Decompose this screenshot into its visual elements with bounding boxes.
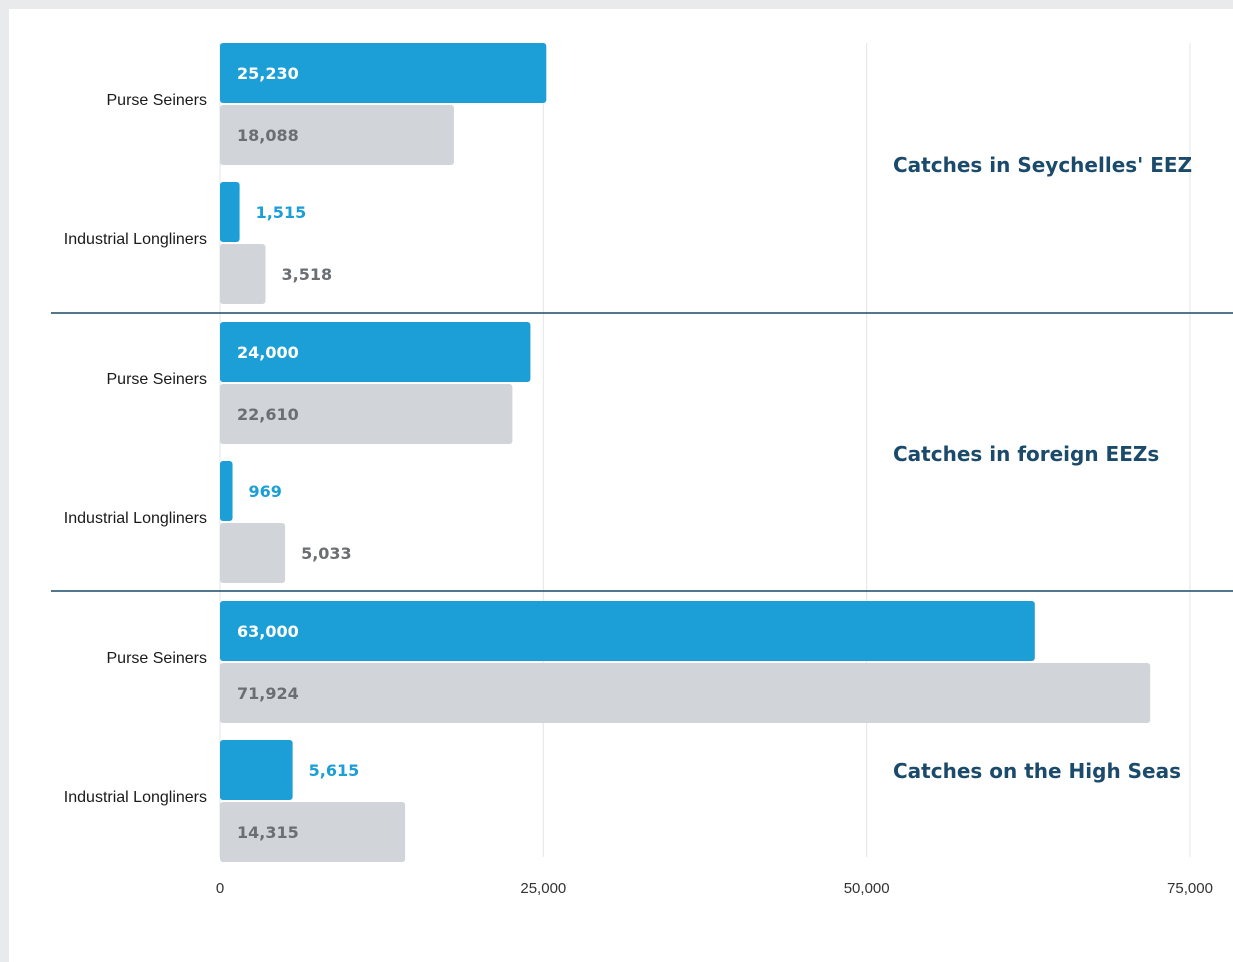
x-tick-label-2: 50,000 bbox=[844, 880, 890, 897]
chart-panel: 0 25,000 50,000 75,000 Purse Seiners 25,230 18… bbox=[9, 9, 1233, 962]
bar-secondary bbox=[220, 105, 454, 165]
section-dividers bbox=[51, 312, 1233, 592]
category-label: Purse Seiners bbox=[107, 650, 208, 667]
data-label: 24,000 bbox=[237, 343, 299, 362]
data-label: 71,924 bbox=[237, 684, 299, 703]
section-title-1: Catches in foreign EEZs bbox=[893, 442, 1159, 466]
category-label: Industrial Longliners bbox=[64, 789, 207, 806]
bar-primary bbox=[220, 601, 1035, 661]
data-label: 22,610 bbox=[237, 405, 299, 424]
bar-primary bbox=[220, 461, 233, 521]
data-label: 3,518 bbox=[281, 265, 332, 284]
x-tick-label-3: 75,000 bbox=[1167, 880, 1213, 897]
data-label: 5,033 bbox=[301, 544, 352, 563]
bar-secondary bbox=[220, 523, 286, 583]
bars bbox=[220, 43, 1151, 862]
data-label: 18,088 bbox=[237, 126, 299, 145]
bar-secondary bbox=[220, 802, 406, 862]
data-label: 969 bbox=[249, 482, 282, 501]
labels: 0 25,000 50,000 75,000 Purse Seiners 25,230 18… bbox=[64, 64, 1213, 897]
category-label: Purse Seiners bbox=[107, 92, 208, 109]
category-label: Purse Seiners bbox=[107, 371, 208, 388]
bar-primary bbox=[220, 182, 240, 242]
section-title-0: Catches in Seychelles' EEZ bbox=[893, 153, 1192, 177]
category-label: Industrial Longliners bbox=[64, 510, 207, 527]
category-label: Industrial Longliners bbox=[64, 231, 207, 248]
data-label: 14,315 bbox=[237, 823, 299, 842]
bar-secondary bbox=[220, 244, 266, 304]
bar-secondary bbox=[220, 663, 1151, 723]
bar-primary bbox=[220, 740, 293, 800]
bar-primary bbox=[220, 322, 531, 382]
data-label: 5,615 bbox=[309, 761, 360, 780]
x-tick-label-0: 0 bbox=[216, 880, 224, 897]
section-title-2: Catches on the High Seas bbox=[893, 759, 1181, 783]
data-label: 25,230 bbox=[237, 64, 299, 83]
data-label: 1,515 bbox=[256, 203, 307, 222]
catches-bar-chart: 0 25,000 50,000 75,000 Purse Seiners 25,230 18… bbox=[51, 43, 1233, 897]
bar-primary bbox=[220, 43, 547, 103]
bar-secondary bbox=[220, 384, 513, 444]
data-label: 63,000 bbox=[237, 622, 299, 641]
x-tick-label-1: 25,000 bbox=[520, 880, 566, 897]
